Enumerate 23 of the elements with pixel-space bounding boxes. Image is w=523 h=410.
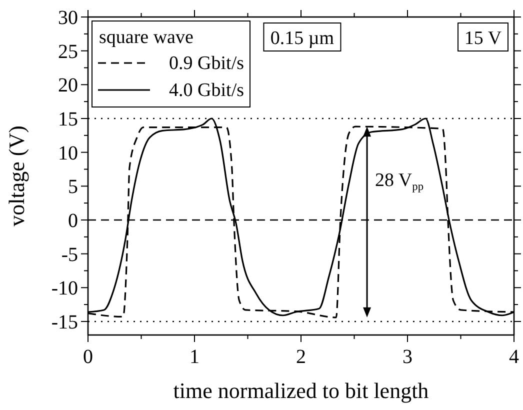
y-axis-title: voltage (V) <box>4 126 29 226</box>
annotation: 28 V$_{pp}$ <box>375 170 424 194</box>
y-tick-label: 0 <box>68 210 78 232</box>
y-tick-label: 15 <box>58 108 78 130</box>
y-tick-label: 25 <box>58 40 78 63</box>
y-tick-label: 5 <box>68 176 78 198</box>
x-axis-title: time normalized to bit length <box>173 378 429 403</box>
y-tick-label: 10 <box>58 142 78 164</box>
legend-label: 0.9 Gbit/s <box>169 53 244 74</box>
y-tick-label: -10 <box>51 278 78 300</box>
y-tick-label: 30 <box>58 7 78 29</box>
legend-label: 4.0 Gbit/s <box>169 80 244 101</box>
y-tick-label: 20 <box>58 74 78 97</box>
legend-title: square wave <box>99 27 194 48</box>
x-tick-label: 1 <box>190 346 200 368</box>
x-tick-label: 2 <box>296 346 306 368</box>
y-tick-label: -15 <box>51 311 78 334</box>
annotation: 0.15 µm <box>270 28 334 49</box>
x-tick-label: 4 <box>509 346 519 368</box>
x-tick-label: 3 <box>402 346 412 368</box>
x-tick-label: 0 <box>83 346 93 368</box>
annotation: 15 V <box>464 28 502 49</box>
y-tick-label: -5 <box>61 244 78 266</box>
